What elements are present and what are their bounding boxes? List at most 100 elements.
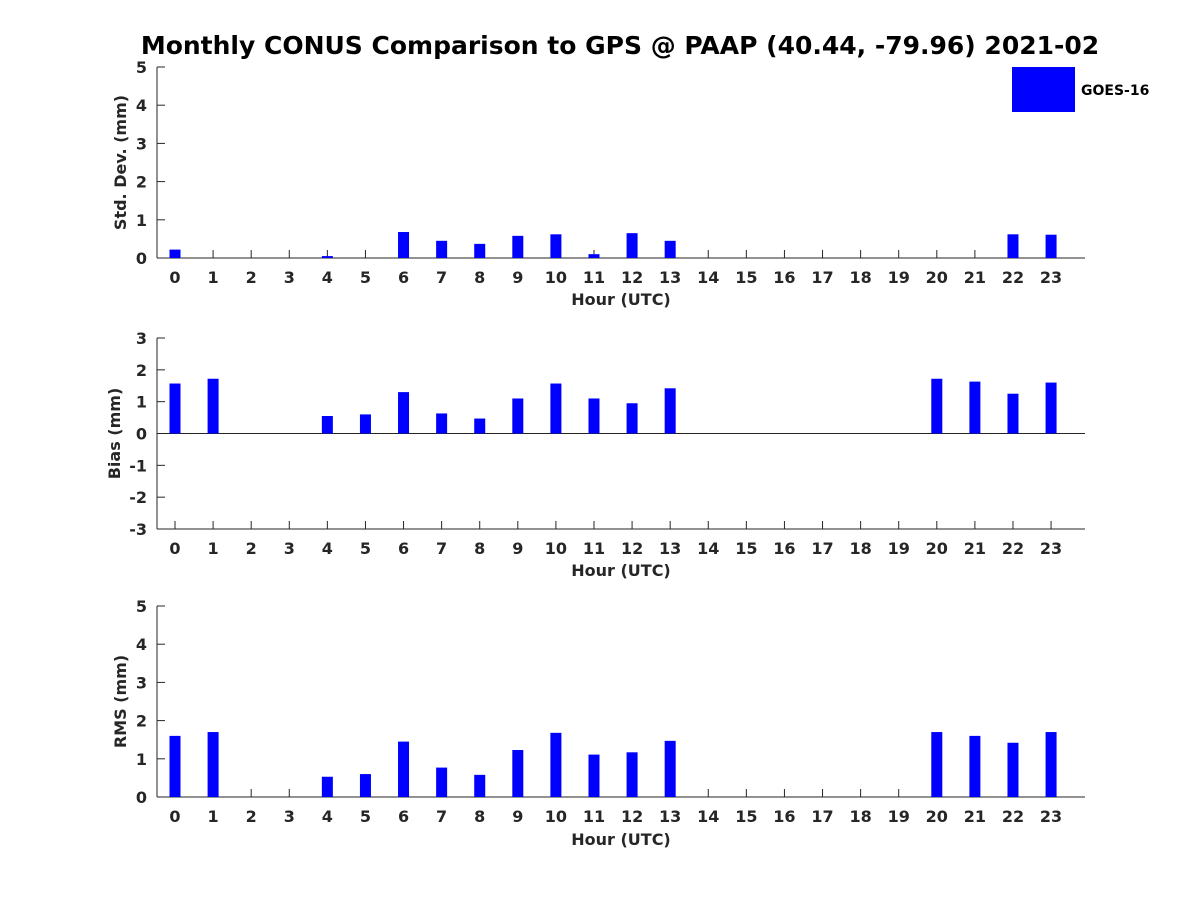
x-tick-label: 5	[360, 268, 371, 287]
x-tick-label: 22	[1002, 268, 1024, 287]
x-tick-label: 12	[621, 268, 643, 287]
y-tick-label: 5	[136, 58, 147, 77]
x-tick-label: 3	[284, 268, 295, 287]
bar-stddev-hour-9	[512, 235, 524, 258]
bar-bias-hour-9	[512, 398, 524, 434]
x-tick-label: 8	[474, 807, 485, 826]
bar-bias-hour-0	[169, 383, 181, 434]
x-tick-label: 10	[545, 807, 567, 826]
bar-bias-hour-22	[1007, 393, 1019, 434]
y-tick-label: 4	[136, 96, 147, 115]
figure-title: Monthly CONUS Comparison to GPS @ PAAP (…	[141, 31, 1099, 60]
x-tick-label: 21	[964, 268, 986, 287]
x-tick-label: 14	[697, 539, 719, 558]
x-tick-label: 17	[811, 807, 833, 826]
bar-stddev-hour-7	[436, 240, 448, 258]
bar-rms-hour-22	[1007, 742, 1019, 797]
bar-rms-hour-5	[359, 774, 371, 797]
y-axis-label: RMS (mm)	[111, 655, 130, 748]
x-tick-label: 20	[926, 807, 948, 826]
bar-bias-hour-11	[588, 398, 600, 434]
x-tick-label: 3	[284, 539, 295, 558]
bar-bias-hour-20	[931, 378, 943, 434]
x-tick-label: 2	[246, 539, 257, 558]
x-tick-label: 17	[811, 539, 833, 558]
x-tick-label: 6	[398, 807, 409, 826]
x-tick-label: 11	[583, 539, 605, 558]
x-tick-label: 19	[888, 268, 910, 287]
x-tick-label: 23	[1040, 807, 1062, 826]
y-tick-label: 2	[136, 173, 147, 192]
x-tick-label: 9	[512, 807, 523, 826]
x-tick-label: 2	[246, 268, 257, 287]
x-tick-label: 5	[360, 539, 371, 558]
x-tick-label: 12	[621, 807, 643, 826]
bar-rms-hour-6	[398, 741, 410, 797]
bar-rms-hour-21	[969, 735, 981, 797]
legend: GOES-16	[1012, 67, 1149, 112]
x-tick-label: 6	[398, 268, 409, 287]
bar-bias-hour-12	[626, 403, 638, 434]
y-axis-label: Bias (mm)	[105, 388, 124, 480]
bar-bias-hour-23	[1045, 382, 1057, 434]
x-tick-label: 1	[208, 539, 219, 558]
x-tick-label: 0	[169, 539, 180, 558]
x-tick-label: 8	[474, 539, 485, 558]
bar-rms-hour-0	[169, 735, 181, 797]
bar-bias-hour-21	[969, 381, 981, 434]
x-tick-label: 23	[1040, 268, 1062, 287]
x-tick-label: 7	[436, 268, 447, 287]
x-tick-label: 14	[697, 807, 719, 826]
x-tick-label: 9	[512, 539, 523, 558]
y-tick-label: 3	[136, 673, 147, 692]
bar-rms-hour-10	[550, 732, 562, 797]
x-tick-label: 4	[322, 268, 333, 287]
bar-rms-hour-1	[207, 732, 219, 797]
x-tick-label: 21	[964, 807, 986, 826]
y-tick-label: -2	[129, 488, 147, 507]
x-tick-label: 22	[1002, 539, 1024, 558]
bar-rms-hour-20	[931, 732, 943, 797]
x-tick-label: 19	[888, 539, 910, 558]
x-axis-label: Hour (UTC)	[571, 561, 671, 580]
bar-bias-hour-6	[398, 392, 410, 434]
bar-bias-hour-13	[664, 388, 676, 434]
x-tick-label: 22	[1002, 807, 1024, 826]
bar-stddev-hour-22	[1007, 234, 1019, 258]
x-tick-label: 1	[208, 807, 219, 826]
bar-rms-hour-7	[436, 767, 448, 797]
bar-bias-hour-4	[321, 415, 333, 434]
y-tick-label: -3	[129, 520, 147, 539]
y-axis-label: Std. Dev. (mm)	[111, 95, 130, 230]
x-tick-label: 20	[926, 268, 948, 287]
x-tick-label: 2	[246, 807, 257, 826]
x-tick-label: 13	[659, 539, 681, 558]
x-tick-label: 10	[545, 268, 567, 287]
legend-label: GOES-16	[1081, 83, 1149, 99]
y-tick-label: 1	[136, 211, 147, 230]
bar-rms-hour-13	[664, 740, 676, 797]
bar-rms-hour-9	[512, 750, 524, 797]
y-tick-label: 2	[136, 361, 147, 380]
bar-bias-hour-7	[436, 413, 448, 434]
x-tick-label: 21	[964, 539, 986, 558]
x-tick-label: 8	[474, 268, 485, 287]
y-tick-label: 0	[136, 788, 147, 807]
x-tick-label: 16	[773, 268, 795, 287]
x-tick-label: 19	[888, 807, 910, 826]
x-tick-label: 10	[545, 539, 567, 558]
x-tick-label: 4	[322, 539, 333, 558]
y-tick-label: 2	[136, 712, 147, 731]
x-tick-label: 15	[735, 539, 757, 558]
x-tick-label: 1	[208, 268, 219, 287]
y-tick-label: 3	[136, 134, 147, 153]
x-axis-label: Hour (UTC)	[571, 290, 671, 309]
bar-rms-hour-12	[626, 752, 638, 797]
x-tick-label: 4	[322, 807, 333, 826]
x-tick-label: 11	[583, 268, 605, 287]
y-tick-label: -1	[129, 456, 147, 475]
x-tick-label: 16	[773, 807, 795, 826]
y-tick-label: 0	[136, 425, 147, 444]
